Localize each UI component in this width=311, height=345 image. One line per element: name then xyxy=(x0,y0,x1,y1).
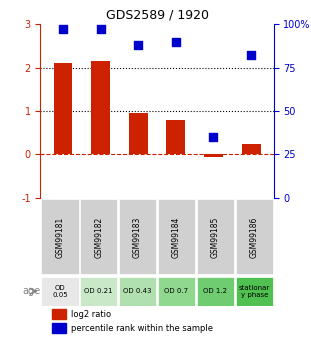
Bar xyxy=(52,309,66,319)
FancyBboxPatch shape xyxy=(158,277,195,306)
FancyBboxPatch shape xyxy=(119,277,156,306)
FancyBboxPatch shape xyxy=(119,199,156,275)
Text: log2 ratio: log2 ratio xyxy=(71,310,111,319)
Bar xyxy=(204,155,223,157)
Bar xyxy=(52,323,66,333)
Point xyxy=(211,134,216,140)
Text: age: age xyxy=(22,286,40,296)
Text: OD
0.05: OD 0.05 xyxy=(52,285,68,298)
Text: GSM99186: GSM99186 xyxy=(250,216,259,258)
Bar xyxy=(91,61,110,155)
Text: GSM99181: GSM99181 xyxy=(55,216,64,258)
Bar xyxy=(242,144,261,155)
Point xyxy=(98,27,103,32)
Title: GDS2589 / 1920: GDS2589 / 1920 xyxy=(105,9,209,22)
Bar xyxy=(53,63,72,155)
FancyBboxPatch shape xyxy=(41,199,78,275)
Text: OD 1.2: OD 1.2 xyxy=(203,288,227,294)
Text: stationar
y phase: stationar y phase xyxy=(239,285,270,298)
FancyBboxPatch shape xyxy=(236,199,273,275)
Text: GSM99183: GSM99183 xyxy=(133,216,142,258)
FancyBboxPatch shape xyxy=(197,277,234,306)
FancyBboxPatch shape xyxy=(41,277,78,306)
Bar xyxy=(166,120,185,155)
Text: percentile rank within the sample: percentile rank within the sample xyxy=(71,324,213,333)
Text: GSM99184: GSM99184 xyxy=(172,216,181,258)
Text: OD 0.7: OD 0.7 xyxy=(165,288,188,294)
FancyBboxPatch shape xyxy=(80,277,118,306)
Point xyxy=(136,42,141,48)
Text: OD 0.21: OD 0.21 xyxy=(85,288,113,294)
FancyBboxPatch shape xyxy=(197,199,234,275)
FancyBboxPatch shape xyxy=(80,199,118,275)
Bar xyxy=(129,113,148,155)
Point xyxy=(61,27,66,32)
Text: OD 0.43: OD 0.43 xyxy=(123,288,152,294)
Text: GSM99185: GSM99185 xyxy=(211,216,220,258)
Point xyxy=(173,39,178,44)
Text: GSM99182: GSM99182 xyxy=(94,216,103,258)
FancyBboxPatch shape xyxy=(158,199,195,275)
Point xyxy=(248,53,253,58)
FancyBboxPatch shape xyxy=(236,277,273,306)
